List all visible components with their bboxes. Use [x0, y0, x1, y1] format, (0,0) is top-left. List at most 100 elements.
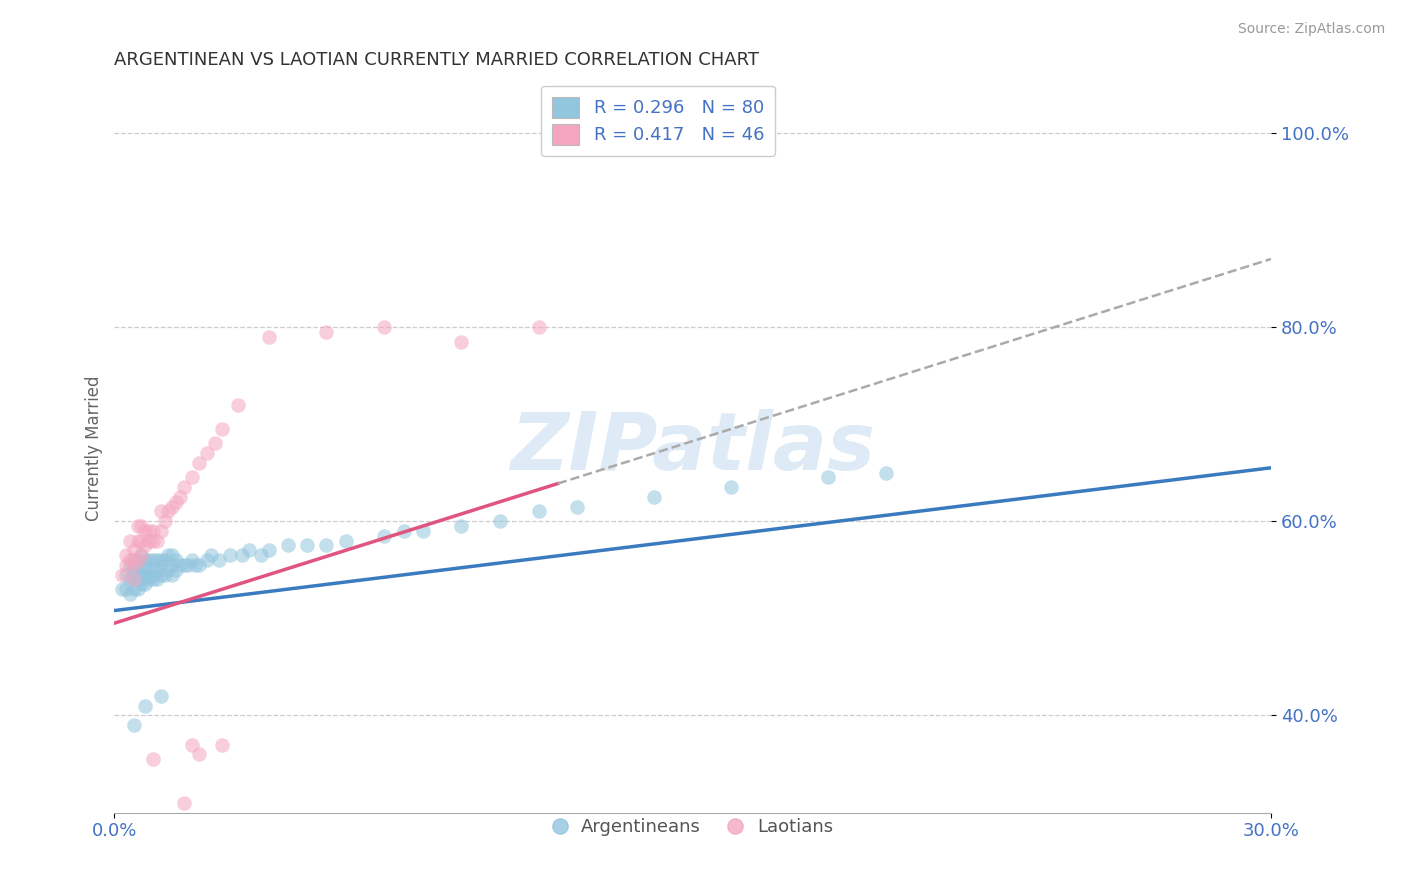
Point — [149, 558, 172, 572]
Point — [180, 470, 202, 484]
Point — [122, 553, 145, 567]
Legend: Argentineans, Laotians: Argentineans, Laotians — [546, 811, 841, 844]
Point — [118, 553, 141, 567]
Point — [142, 553, 165, 567]
Point — [335, 533, 357, 548]
Point — [115, 582, 138, 597]
Point — [188, 456, 211, 470]
Point — [207, 553, 229, 567]
Point — [157, 548, 180, 562]
Point — [146, 573, 169, 587]
Point — [250, 548, 273, 562]
Point — [149, 689, 172, 703]
Point — [131, 567, 153, 582]
Point — [138, 524, 160, 538]
Point — [118, 573, 141, 587]
Point — [527, 320, 550, 334]
Point — [176, 558, 198, 572]
Point — [412, 524, 434, 538]
Point — [153, 553, 176, 567]
Point — [111, 582, 134, 597]
Point — [131, 533, 153, 548]
Point — [146, 533, 169, 548]
Point — [122, 582, 145, 597]
Point — [173, 558, 195, 572]
Point — [142, 563, 165, 577]
Point — [149, 504, 172, 518]
Point — [118, 533, 141, 548]
Point — [111, 567, 134, 582]
Point — [184, 558, 207, 572]
Point — [134, 698, 156, 713]
Point — [134, 558, 156, 572]
Point — [188, 558, 211, 572]
Point — [149, 553, 172, 567]
Point — [153, 514, 176, 528]
Point — [146, 563, 169, 577]
Point — [134, 577, 156, 591]
Point — [142, 752, 165, 766]
Point — [149, 567, 172, 582]
Point — [142, 567, 165, 582]
Point — [720, 480, 742, 494]
Point — [127, 573, 149, 587]
Point — [157, 563, 180, 577]
Point — [131, 548, 153, 562]
Point — [122, 567, 145, 582]
Point — [257, 329, 280, 343]
Point — [162, 548, 184, 562]
Y-axis label: Currently Married: Currently Married — [86, 376, 103, 521]
Point — [392, 524, 415, 538]
Point — [188, 747, 211, 762]
Text: Source: ZipAtlas.com: Source: ZipAtlas.com — [1237, 22, 1385, 37]
Point — [295, 539, 318, 553]
Point — [142, 573, 165, 587]
Point — [527, 504, 550, 518]
Point — [211, 738, 233, 752]
Point — [165, 563, 187, 577]
Point — [142, 524, 165, 538]
Point — [149, 524, 172, 538]
Point — [226, 398, 249, 412]
Point — [165, 495, 187, 509]
Point — [146, 553, 169, 567]
Point — [173, 796, 195, 810]
Point — [565, 500, 588, 514]
Point — [643, 490, 665, 504]
Point — [127, 533, 149, 548]
Point — [122, 573, 145, 587]
Point — [162, 558, 184, 572]
Point — [219, 548, 242, 562]
Point — [131, 558, 153, 572]
Point — [180, 553, 202, 567]
Point — [115, 567, 138, 582]
Point — [162, 500, 184, 514]
Point — [195, 553, 218, 567]
Point — [315, 539, 337, 553]
Point — [118, 558, 141, 572]
Point — [153, 859, 176, 873]
Point — [122, 558, 145, 572]
Point — [180, 738, 202, 752]
Text: ARGENTINEAN VS LAOTIAN CURRENTLY MARRIED CORRELATION CHART: ARGENTINEAN VS LAOTIAN CURRENTLY MARRIED… — [114, 51, 759, 69]
Point — [131, 548, 153, 562]
Point — [127, 582, 149, 597]
Point — [134, 567, 156, 582]
Point — [195, 446, 218, 460]
Point — [165, 553, 187, 567]
Point — [138, 573, 160, 587]
Point — [127, 567, 149, 582]
Point — [450, 334, 472, 349]
Point — [157, 504, 180, 518]
Text: ZIPatlas: ZIPatlas — [510, 409, 876, 487]
Point — [122, 718, 145, 732]
Point — [277, 539, 299, 553]
Point — [153, 567, 176, 582]
Point — [200, 548, 222, 562]
Point — [162, 567, 184, 582]
Point — [134, 553, 156, 567]
Point — [134, 524, 156, 538]
Point — [817, 470, 839, 484]
Point — [131, 519, 153, 533]
Point — [115, 558, 138, 572]
